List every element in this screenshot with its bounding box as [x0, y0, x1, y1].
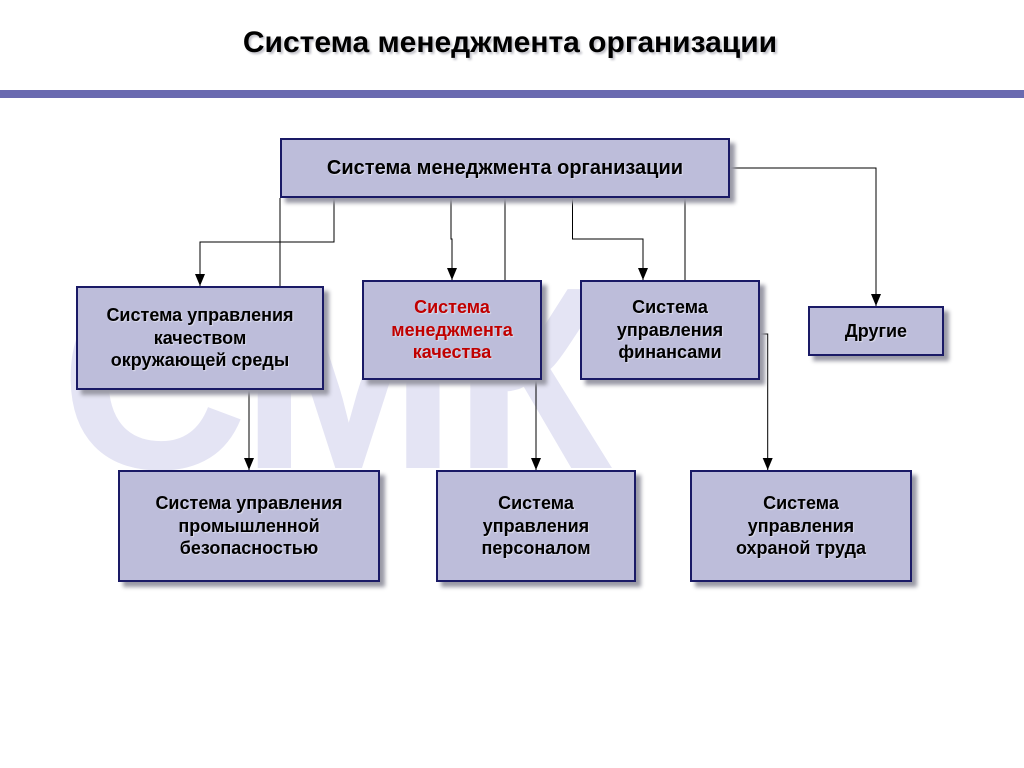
- node-env: Система управления качеством окружающей …: [76, 286, 324, 390]
- node-qms: Система менеджмента качества: [362, 280, 542, 380]
- edge-root-fin: [573, 198, 644, 280]
- edge-root-qms: [451, 198, 452, 280]
- node-ind: Система управления промышленной безопасн…: [118, 470, 380, 582]
- node-root: Система менеджмента организации: [280, 138, 730, 198]
- node-hr: Система управления персоналом: [436, 470, 636, 582]
- divider-band: [0, 90, 1024, 98]
- node-ohs: Система управления охраной труда: [690, 470, 912, 582]
- node-fin: Система управления финансами: [580, 280, 760, 380]
- node-other: Другие: [808, 306, 944, 356]
- edge-root-env: [200, 198, 334, 286]
- page-title: Система менеджмента организации: [160, 26, 860, 60]
